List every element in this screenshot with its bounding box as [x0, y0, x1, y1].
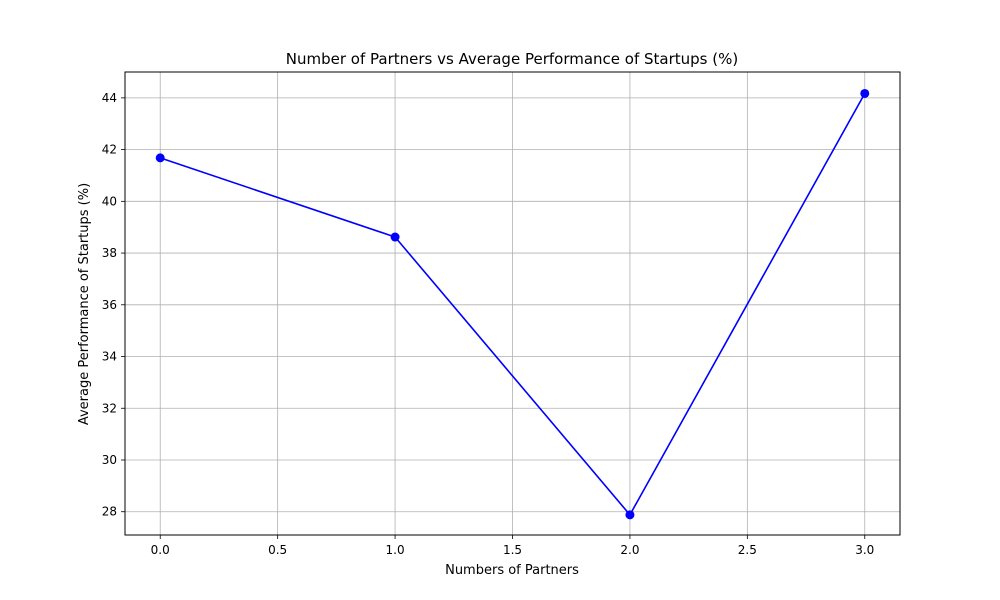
y-tick-label: 36 [102, 298, 117, 312]
data-point [390, 232, 400, 242]
y-tick-label: 38 [102, 246, 117, 260]
series [155, 88, 870, 520]
data-point [155, 153, 165, 163]
x-tick-label: 3.0 [855, 543, 874, 557]
y-axis-ticks: 28 30 32 34 36 38 40 42 44 [102, 91, 125, 519]
y-tick-label: 32 [102, 401, 117, 415]
grid [125, 72, 900, 535]
x-tick-label: 2.0 [620, 543, 639, 557]
data-point [625, 510, 635, 520]
y-tick-label: 44 [102, 91, 117, 105]
data-point [860, 88, 870, 98]
chart-title: Number of Partners vs Average Performanc… [286, 50, 738, 68]
x-axis-ticks: 0.0 0.5 1.0 1.5 2.0 2.5 3.0 [151, 535, 874, 557]
y-axis-label: Average Performance of Startups (%) [77, 183, 92, 425]
y-tick-label: 30 [102, 453, 117, 467]
x-tick-label: 0.0 [151, 543, 170, 557]
x-axis-label: Numbers of Partners [445, 563, 579, 578]
series-line [159, 93, 866, 517]
y-tick-label: 40 [102, 194, 117, 208]
x-tick-label: 1.0 [386, 543, 405, 557]
y-tick-label: 34 [102, 350, 117, 364]
x-tick-label: 2.5 [738, 543, 757, 557]
x-tick-label: 1.5 [503, 543, 522, 557]
y-tick-label: 28 [102, 505, 117, 519]
y-tick-label: 42 [102, 143, 117, 157]
x-tick-label: 0.5 [268, 543, 287, 557]
